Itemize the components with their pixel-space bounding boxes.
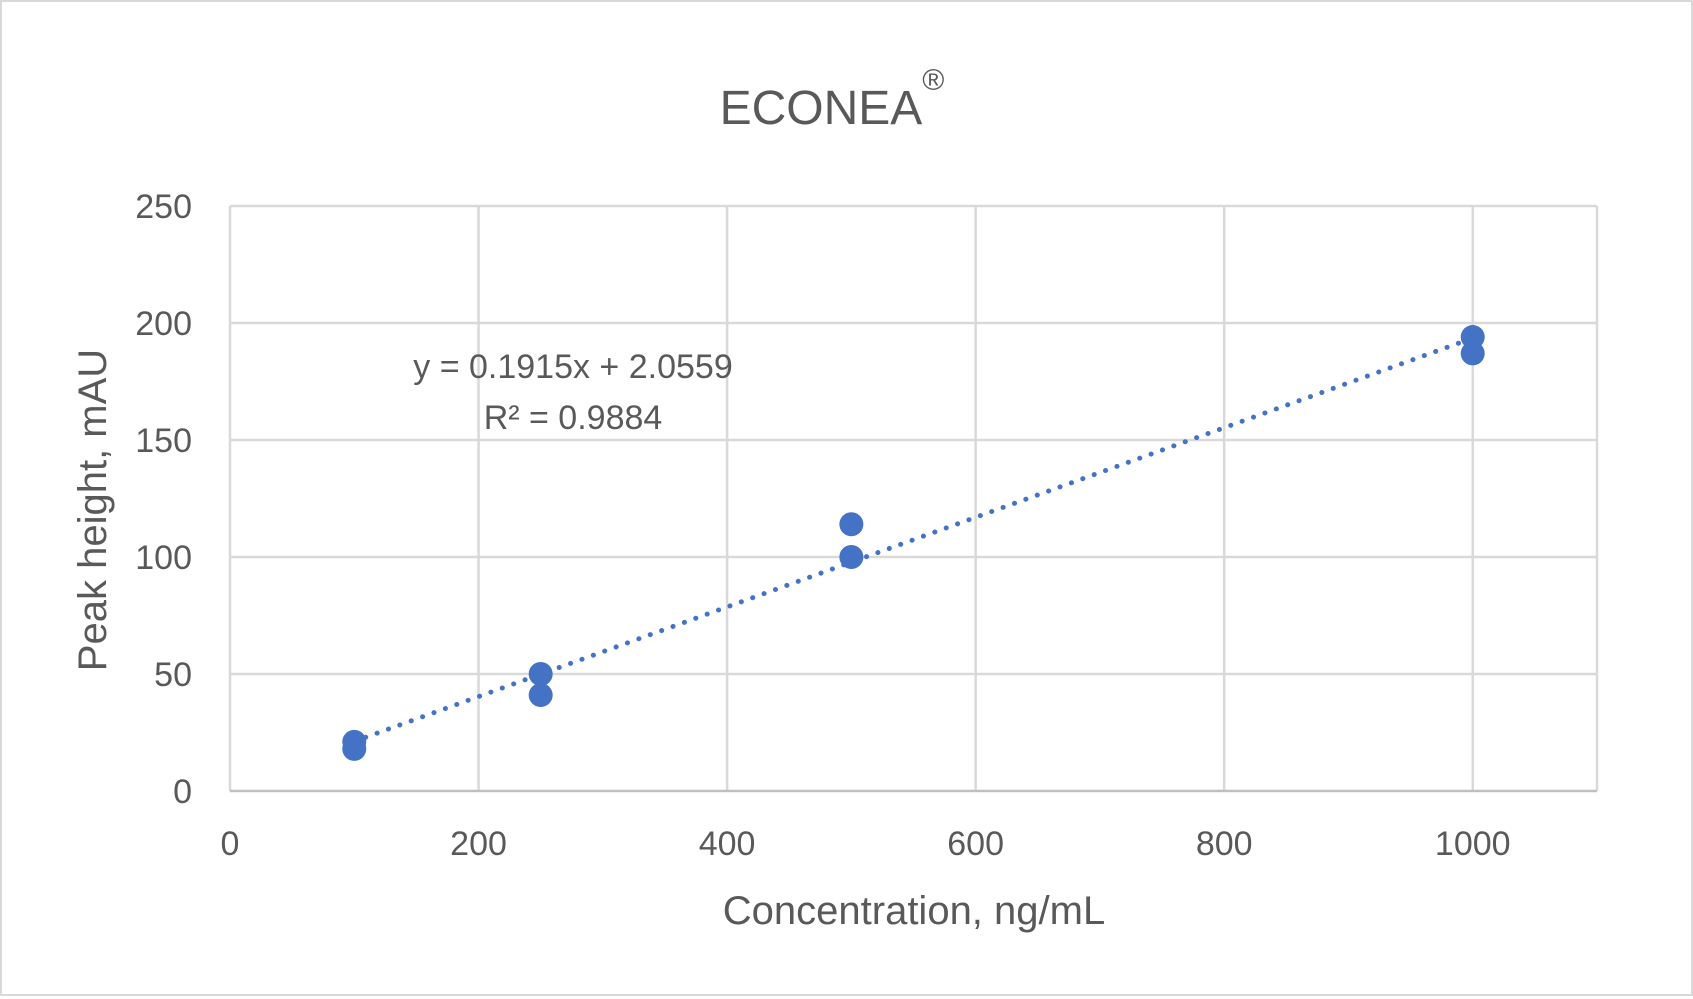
x-tick-label: 800	[1196, 825, 1253, 863]
trendline-layer	[351, 335, 1476, 744]
x-axis-title: Concentration, ng/mL	[723, 889, 1105, 933]
data-point	[839, 545, 864, 569]
y-tick-label: 250	[135, 188, 192, 226]
data-point	[342, 736, 367, 761]
y-tick-labels: 0 50 100 150 200 250	[135, 188, 192, 811]
y-tick-label: 100	[135, 539, 192, 577]
trendline-equation: y = 0.1915x + 2.0559	[413, 348, 732, 386]
data-points	[342, 325, 1485, 761]
chart-title: ECONEA®	[720, 64, 945, 135]
x-tick-label: 1000	[1435, 825, 1511, 863]
y-tick-label: 150	[135, 422, 192, 460]
x-tick-label: 400	[699, 825, 756, 863]
x-tick-label: 200	[450, 825, 507, 863]
data-point	[1460, 341, 1485, 366]
grid-layer	[228, 204, 1599, 791]
data-point	[528, 662, 553, 686]
x-tick-label: 600	[947, 825, 1004, 863]
y-tick-label: 50	[154, 656, 192, 694]
data-point	[839, 512, 864, 537]
y-tick-label: 0	[173, 773, 192, 811]
x-tick-label: 0	[221, 825, 240, 863]
x-tick-labels: 0 200 400 600 800 1000	[221, 825, 1511, 863]
data-point	[528, 683, 553, 708]
y-axis-title: Peak height, mAU	[71, 349, 115, 671]
chart-title-superscript: ®	[922, 64, 944, 97]
y-tick-label: 200	[135, 305, 192, 343]
trendline-r-squared: R² = 0.9884	[484, 399, 663, 437]
trendline	[351, 335, 1476, 744]
chart-title-text: ECONEA	[720, 82, 923, 135]
